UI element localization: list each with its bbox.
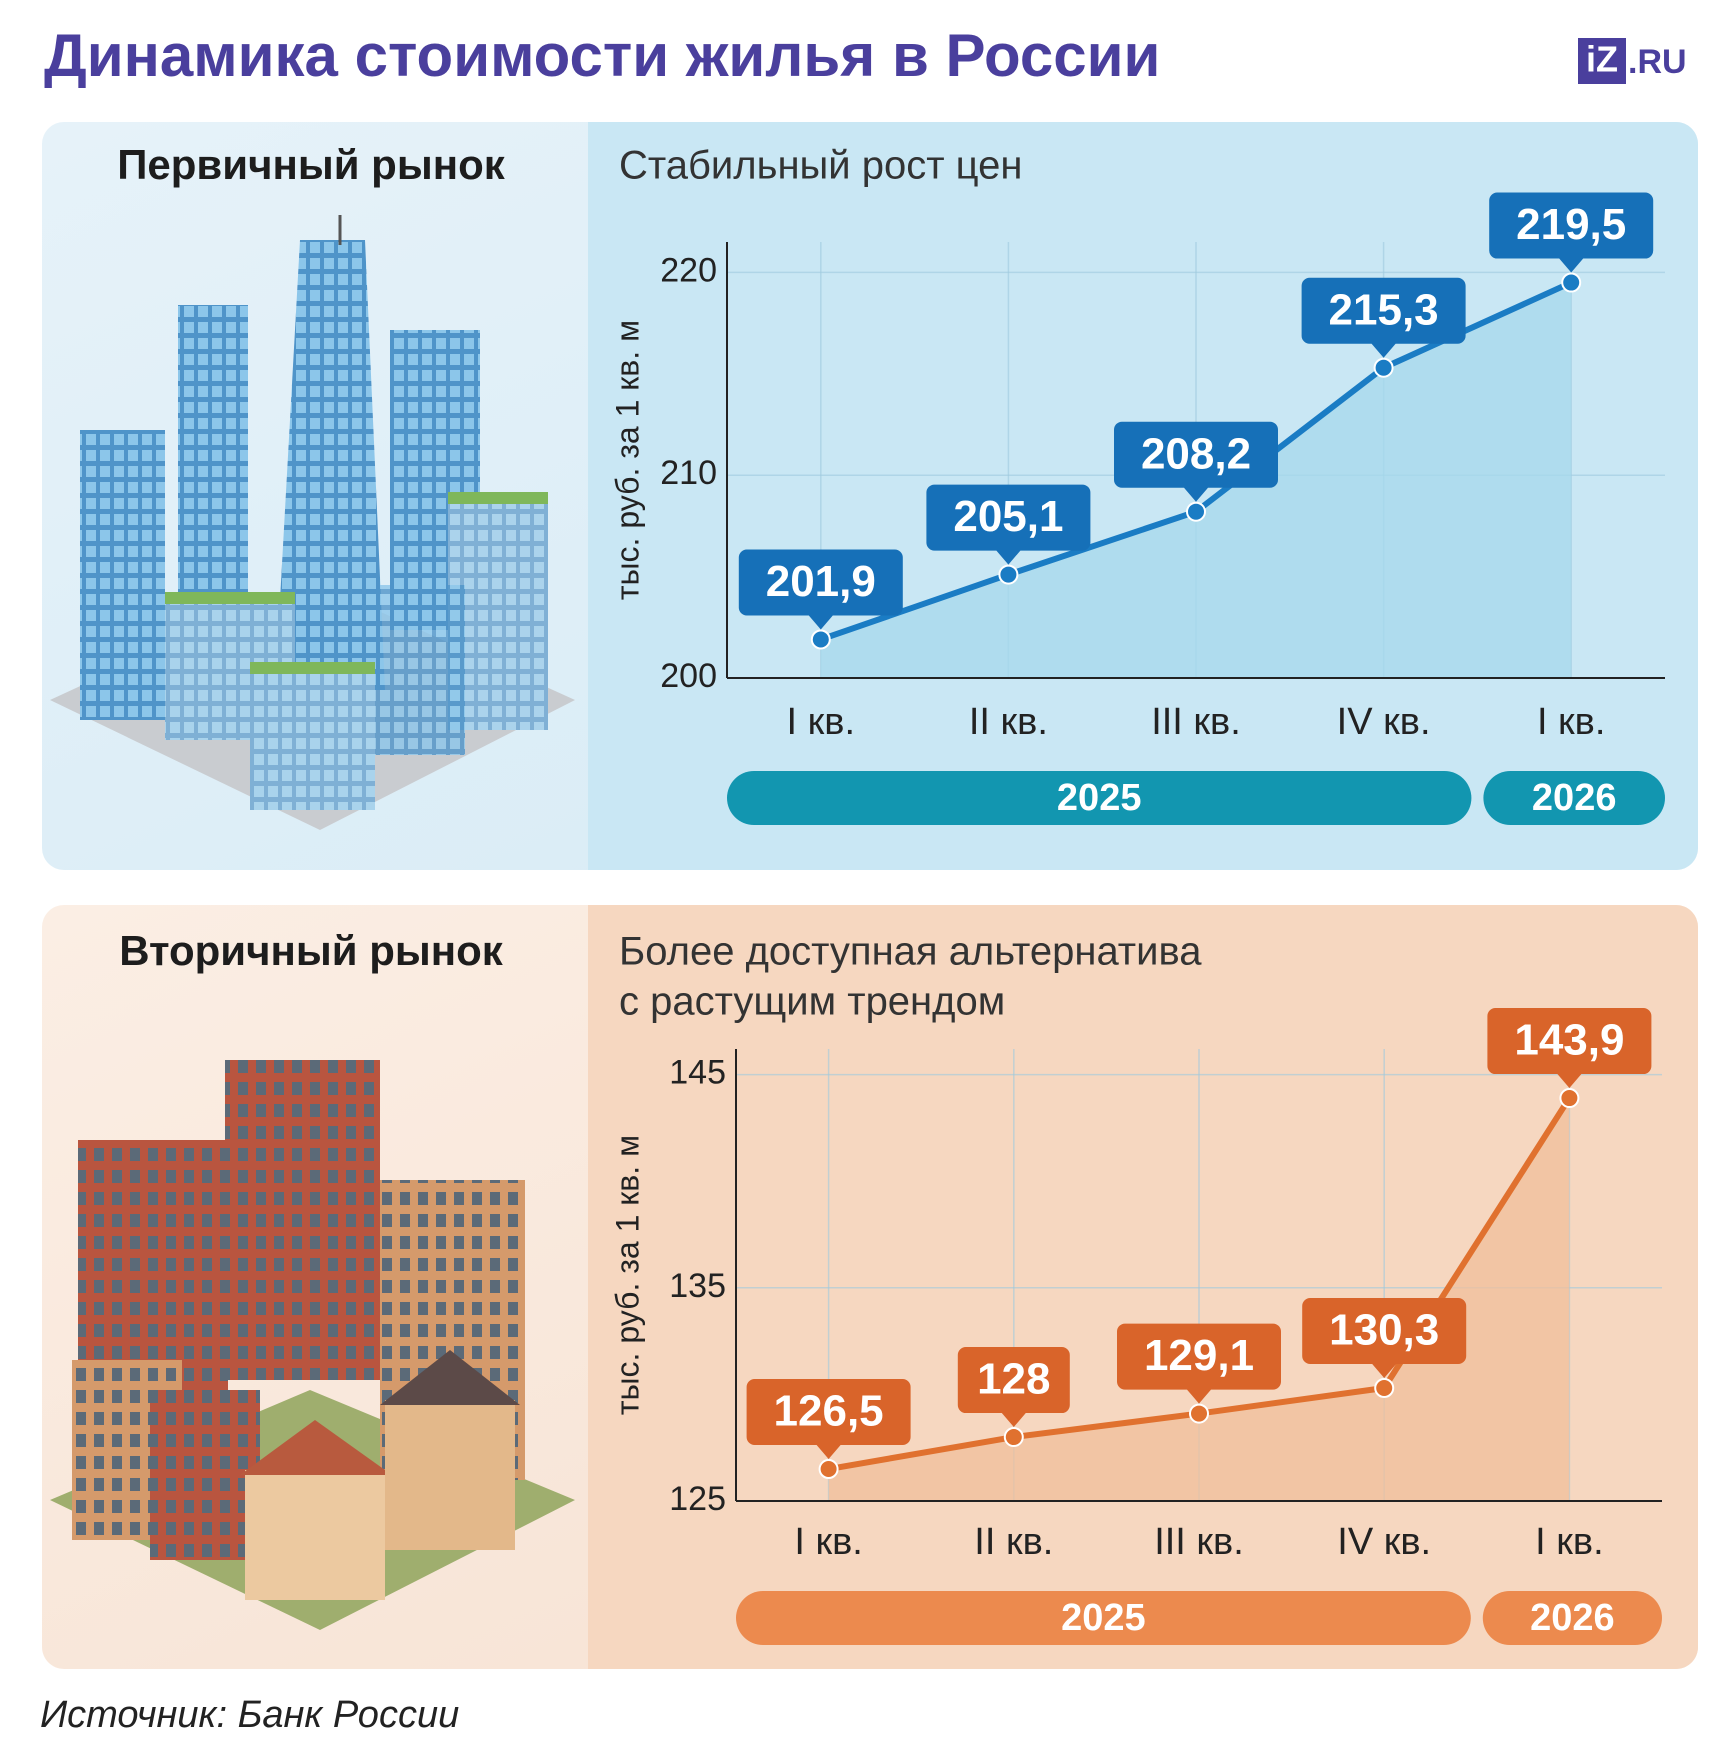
y-tick-label: 145 [669, 1054, 726, 1092]
illustration-brick-buildings [50, 1060, 575, 1630]
area [828, 1098, 1570, 1501]
year-pill [727, 771, 1472, 825]
x-tick-label: III кв. [1154, 1521, 1244, 1563]
year-label: 2026 [1530, 1597, 1615, 1639]
y-tick-label: 210 [660, 454, 717, 492]
y-tick-label: 125 [669, 1480, 726, 1518]
value-label-box [746, 1379, 911, 1460]
value-label-box [1487, 1008, 1652, 1089]
year-label: 2026 [1532, 777, 1617, 819]
point [1374, 1378, 1395, 1398]
value-label-box [1117, 1323, 1281, 1404]
x-tick-label: II кв. [974, 1521, 1053, 1563]
value-label-box [926, 484, 1091, 565]
point [810, 629, 831, 650]
illustration-skyscrapers [50, 215, 575, 830]
value-label-box [1489, 192, 1654, 273]
y-tick-label: 135 [669, 1267, 726, 1305]
point [1373, 357, 1394, 378]
point [1561, 272, 1582, 293]
chart-title: с растущим трендом [619, 980, 1005, 1024]
chart-title: Стабильный рост цен [619, 144, 1022, 188]
x-tick-label: I кв. [794, 1521, 863, 1563]
x-tick-label: II кв. [969, 701, 1048, 743]
value-label: 130,3 [1329, 1306, 1439, 1355]
value-label: 126,5 [774, 1387, 884, 1436]
y-tick-label: 220 [660, 251, 717, 289]
year-pill [1482, 1591, 1662, 1645]
x-tick-label: IV кв. [1337, 1521, 1431, 1563]
section-title: Первичный рынок [117, 141, 505, 188]
x-tick-label: I кв. [1535, 1521, 1604, 1563]
value-label-box [1114, 421, 1278, 502]
point [1003, 1427, 1024, 1448]
value-label: 219,5 [1516, 200, 1626, 249]
value-label-box [1301, 277, 1466, 358]
year-pill [736, 1591, 1471, 1645]
logo-box [1578, 38, 1626, 84]
y-tick-label: 200 [660, 657, 717, 695]
value-label: 208,2 [1141, 429, 1251, 478]
x-tick-label: IV кв. [1337, 701, 1431, 743]
value-label: 215,3 [1329, 285, 1439, 334]
point [1186, 501, 1206, 522]
point [1559, 1088, 1580, 1109]
page-title: Динамика стоимости жилья в России [44, 22, 1160, 89]
y-axis-label: тыс. руб. за 1 кв. м [609, 1135, 645, 1415]
year-label: 2025 [1057, 777, 1142, 819]
x-tick-label: III кв. [1151, 701, 1241, 743]
value-label-box [957, 1347, 1070, 1428]
chart-title: Более доступная альтернатива [619, 930, 1202, 974]
value-label: 129,1 [1144, 1331, 1254, 1380]
value-label-box [738, 549, 903, 630]
point [1189, 1403, 1209, 1424]
point [818, 1459, 839, 1480]
value-label: 128 [977, 1355, 1050, 1404]
logo-main: iZ [1586, 39, 1618, 80]
source: Источник: Банк России [40, 1694, 459, 1732]
point [998, 564, 1019, 585]
year-label: 2025 [1061, 1597, 1146, 1639]
x-tick-label: I кв. [1537, 701, 1606, 743]
x-tick-label: I кв. [787, 701, 856, 743]
value-label: 143,9 [1514, 1016, 1624, 1065]
value-label-box [1302, 1298, 1467, 1378]
logo-suffix: .RU [1628, 43, 1687, 81]
y-axis-label: тыс. руб. за 1 кв. м [609, 320, 645, 600]
value-label: 201,9 [766, 557, 876, 606]
section-title: Вторичный рынок [119, 927, 504, 974]
year-pill [1483, 771, 1665, 825]
value-label: 205,1 [953, 492, 1063, 541]
